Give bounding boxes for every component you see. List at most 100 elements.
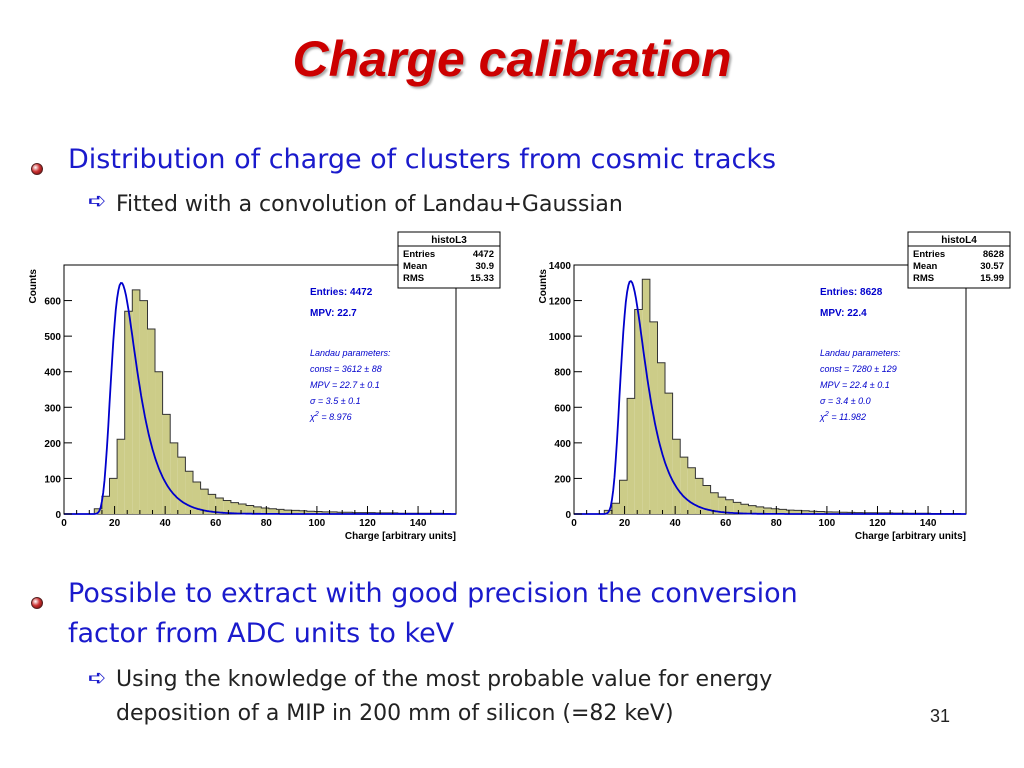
stats-label: RMS <box>913 273 934 284</box>
y-tick-label: 600 <box>554 403 571 414</box>
histogram-bar <box>246 505 254 514</box>
x-axis-label: Charge [arbitrary units] <box>855 531 966 542</box>
x-tick-label: 120 <box>869 518 886 529</box>
histogram-bar <box>718 497 726 514</box>
y-tick-label: 800 <box>554 368 571 379</box>
x-tick-label: 0 <box>61 518 67 529</box>
fit-curve <box>574 279 966 515</box>
histogram-bar <box>725 499 734 514</box>
histogram-bar <box>665 393 673 514</box>
y-tick-label: 100 <box>44 474 61 485</box>
stats-box <box>907 231 1011 289</box>
histogram-bar <box>276 509 285 514</box>
stats-value: 15.99 <box>980 273 1004 284</box>
annotation-mpv-fit: MPV = 22.4 ± 0.1 <box>820 380 890 390</box>
histogram-bar <box>831 512 840 514</box>
bullet-2-line1: Possible to extract with good precision … <box>68 578 798 609</box>
bullet-icon <box>31 163 43 175</box>
y-tick-label: 200 <box>554 474 571 485</box>
x-tick-label: 140 <box>920 518 937 529</box>
stats-value: 15.33 <box>470 273 494 284</box>
x-tick-label: 120 <box>359 518 376 529</box>
histogram-bar <box>672 439 681 514</box>
arrow-icon: ➪ <box>88 666 107 691</box>
y-axis-label: Counts <box>28 269 39 304</box>
x-tick-label: 20 <box>109 518 121 529</box>
slide-title: Charge calibration <box>292 31 732 87</box>
x-tick-label: 80 <box>261 518 273 529</box>
histogram-bar <box>284 510 292 514</box>
annotation-chi2: χ2 = 8.976 <box>309 411 352 422</box>
y-tick-label: 0 <box>565 510 571 521</box>
arrow-icon: ➪ <box>88 189 107 214</box>
histogram-bar <box>215 497 224 514</box>
histogram-bar <box>185 471 193 514</box>
histogram-bar <box>634 309 643 514</box>
y-tick-label: 600 <box>44 297 61 308</box>
histogram-bar <box>702 485 711 514</box>
histogram-bar <box>778 509 787 514</box>
histogram-bar <box>291 510 300 514</box>
y-tick-label: 1000 <box>549 332 572 343</box>
histogram-bar <box>177 457 186 514</box>
histogram-bar <box>695 478 703 514</box>
histogram-bar <box>642 279 650 514</box>
histogram-bar <box>794 510 802 514</box>
histogram-bar <box>208 494 216 514</box>
fit-curve <box>64 282 456 515</box>
histogram-bar <box>268 508 277 514</box>
annotation-landau-header: Landau parameters: <box>310 348 391 358</box>
histogram-bar <box>763 507 772 514</box>
bullet-1-text: Distribution of charge of clusters from … <box>68 144 777 175</box>
annotation-const: const = 7280 ± 129 <box>820 364 897 374</box>
stats-value: 30.9 <box>476 261 495 272</box>
histogram-histoL3: 0 20 40 60 80 100 120 140 0 100 200 300 400 500 600 Cha… <box>28 231 501 542</box>
stats-box-title: histoL3 <box>431 235 467 246</box>
y-tick-label: 500 <box>44 332 61 343</box>
histogram-bar <box>147 329 156 514</box>
annotation-mpv-fit: MPV = 22.7 ± 0.1 <box>310 380 380 390</box>
histogram-bar <box>321 511 330 514</box>
histogram-bar <box>124 311 133 514</box>
annotation-entries: Entries: 4472 <box>310 287 373 298</box>
page-number: 31 <box>930 706 951 726</box>
bullet-icon <box>31 597 43 609</box>
stats-value: 30.57 <box>980 261 1004 272</box>
histogram-bar <box>132 289 140 514</box>
histogram-bar <box>101 496 110 514</box>
x-tick-label: 40 <box>160 518 172 529</box>
annotation-mpv: MPV: 22.4 <box>820 308 867 319</box>
annotation-sigma: σ = 3.5 ± 0.1 <box>310 396 361 406</box>
annotation-entries: Entries: 8628 <box>820 287 883 298</box>
stats-box-title: histoL4 <box>941 235 977 246</box>
x-tick-label: 100 <box>309 518 326 529</box>
x-tick-label: 100 <box>819 518 836 529</box>
histogram-bar <box>299 510 307 514</box>
histogram-bar <box>710 492 719 514</box>
y-tick-label: 200 <box>44 439 61 450</box>
stats-label: Mean <box>913 261 937 272</box>
histogram-bar <box>117 439 125 514</box>
x-tick-label: 0 <box>571 518 577 529</box>
histogram-bar <box>230 502 239 514</box>
histogram-bar <box>238 504 247 514</box>
histogram-bar <box>687 467 696 514</box>
bullet-2-sub-line1: Using the knowledge of the most probable… <box>116 667 773 692</box>
histogram-bar <box>680 457 688 514</box>
annotation-mpv: MPV: 22.7 <box>310 308 357 319</box>
histogram-bar <box>771 508 779 514</box>
histogram-bar <box>657 362 666 514</box>
stats-value: 8628 <box>983 249 1004 260</box>
x-axis-label: Charge [arbitrary units] <box>345 531 456 542</box>
x-tick-label: 60 <box>720 518 732 529</box>
histogram-bar <box>170 442 178 514</box>
y-tick-label: 1400 <box>549 261 572 272</box>
y-axis-label: Counts <box>538 269 549 304</box>
histogram-bar <box>740 504 749 514</box>
histogram-bar <box>200 489 209 514</box>
annotation-const: const = 3612 ± 88 <box>310 364 382 374</box>
histogram-bar <box>756 506 764 514</box>
stats-label: Mean <box>403 261 427 272</box>
annotation-chi2: χ2 = 11.982 <box>819 411 866 422</box>
histogram-outline <box>64 289 451 515</box>
